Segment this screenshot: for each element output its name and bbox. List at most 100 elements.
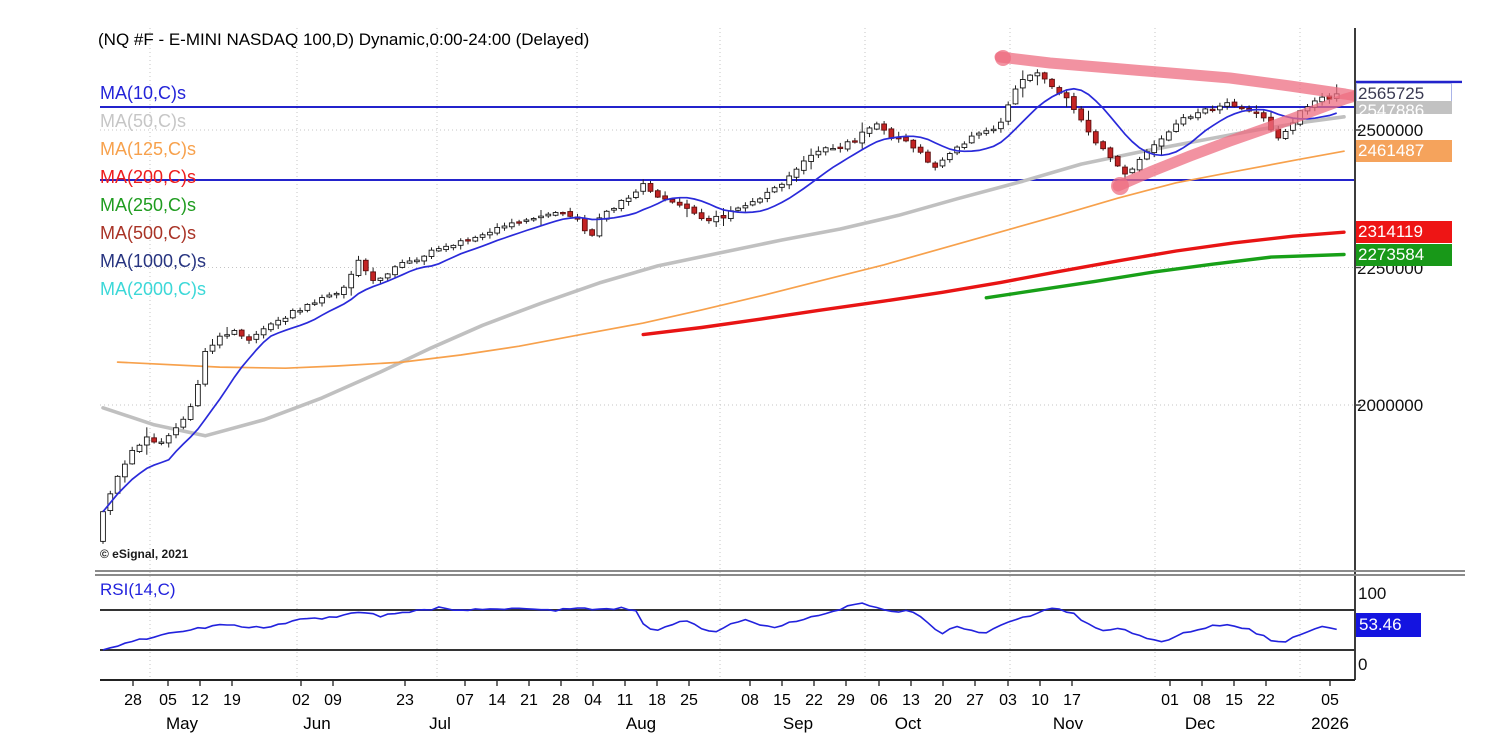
candle-up (1187, 116, 1194, 119)
legend-item-ma2000cs[interactable]: MA(2000,C)s (100, 279, 207, 299)
month-label-nov: Nov (1052, 714, 1084, 733)
candle-up (428, 249, 435, 257)
wedge-stroke-blob (995, 50, 1011, 66)
candle-down (465, 239, 471, 242)
candle-up (129, 449, 136, 465)
candle-down (581, 218, 588, 232)
candle-up (786, 175, 793, 186)
candle-down (676, 201, 683, 206)
candle-up (275, 319, 282, 326)
candle-up (625, 197, 632, 202)
candle-down (362, 259, 369, 272)
date-tick-label: 06 (870, 692, 888, 709)
candle-up (1019, 79, 1026, 89)
wedge-stroke-blob (1111, 177, 1129, 195)
candle-up (1202, 108, 1209, 114)
candle-up (282, 317, 289, 322)
candle-up (289, 309, 296, 319)
date-tick-label: 10 (1031, 692, 1049, 709)
candle-down (1253, 111, 1260, 114)
drawn-horizontal-lines[interactable] (100, 80, 1462, 181)
candle-up (822, 147, 829, 153)
candle-down (1100, 141, 1106, 150)
candle-up (545, 213, 552, 217)
candle-up (1151, 144, 1158, 154)
candle-up (450, 244, 457, 249)
legend-item-ma50cs[interactable]: MA(50,C)s (100, 111, 187, 131)
candle-up (216, 335, 223, 346)
date-tick-label: 22 (1257, 692, 1275, 709)
candle-up (735, 207, 741, 211)
candle-down (1209, 108, 1216, 112)
candle-down (1092, 131, 1099, 144)
legend-item-ma200cs[interactable]: MA(200,C)s (100, 167, 197, 187)
month-label-jul: Jul (429, 714, 451, 733)
candle-up (1165, 131, 1172, 141)
legend-item-ma1000cs[interactable]: MA(1000,C)s (100, 251, 207, 271)
candle-up (319, 297, 325, 304)
hand-drawn-annotation[interactable] (994, 50, 1374, 195)
rsi-scale-0: 0 (1358, 655, 1368, 674)
date-tick-label: 08 (741, 692, 759, 709)
candle-down (151, 437, 157, 443)
candle-up (377, 277, 384, 281)
esignal-watermark: © eSignal, 2021 (100, 547, 189, 561)
candle-up (1012, 88, 1019, 105)
ma250-line (984, 252, 1346, 300)
wedge-stroke[interactable] (1112, 87, 1372, 192)
candle-up (939, 159, 946, 167)
candle-down (706, 217, 712, 222)
ma10-value-badge: 2565725 (1356, 83, 1452, 104)
candle-down (589, 229, 595, 236)
candle-down (516, 221, 522, 224)
candle-up (961, 143, 968, 148)
date-tick-label: 11 (616, 692, 634, 709)
candle-up (231, 330, 238, 335)
date-tick-label: 14 (488, 692, 506, 709)
candle-down (238, 329, 245, 337)
candle-down (698, 212, 705, 220)
date-tick-label: 02 (292, 692, 310, 709)
ma50-line (101, 115, 1346, 438)
candle-up (859, 131, 866, 144)
candle-down (1114, 155, 1121, 167)
candle-up (341, 286, 347, 295)
date-tick-label: 01 (1161, 692, 1179, 709)
date-tick-label: 17 (1063, 692, 1081, 709)
wedge-stroke[interactable] (994, 51, 1374, 104)
date-tick-label: 07 (456, 692, 474, 709)
rsi-plot[interactable] (100, 602, 1355, 681)
candle-up (764, 191, 771, 199)
candle-up (435, 248, 442, 252)
date-tick-label: 18 (648, 692, 666, 709)
candle-down (852, 140, 858, 143)
date-tick-label: 27 (966, 692, 984, 709)
candle-down (917, 146, 924, 153)
date-tick-label: 21 (520, 692, 538, 709)
legend-item-ma500cs[interactable]: MA(500,C)s (100, 223, 197, 243)
date-tick-label: 28 (124, 692, 142, 709)
moving-average-lines (101, 115, 1346, 438)
candle-down (647, 183, 654, 192)
month-label-may: May (165, 714, 199, 733)
candle-down (881, 123, 887, 131)
candle-up (384, 273, 391, 279)
candle-up (611, 207, 617, 211)
candle-down (1260, 112, 1267, 119)
legend-item-ma10cs[interactable]: MA(10,C)s (100, 83, 187, 103)
ma125-line (116, 150, 1345, 370)
date-tick-label: 19 (223, 692, 241, 709)
candle-up (487, 231, 493, 236)
candle-down (560, 212, 566, 215)
candle-up (1173, 123, 1179, 132)
legend-item-ma125cs[interactable]: MA(125,C)s (100, 139, 197, 159)
candle-up (1158, 138, 1165, 147)
candle-up (165, 435, 172, 444)
rsi-line (102, 602, 1337, 651)
legend-item-ma250cs[interactable]: MA(250,C)s (100, 195, 197, 215)
candle-up (538, 215, 544, 219)
candle-up (713, 215, 720, 223)
candle-up (224, 334, 230, 337)
